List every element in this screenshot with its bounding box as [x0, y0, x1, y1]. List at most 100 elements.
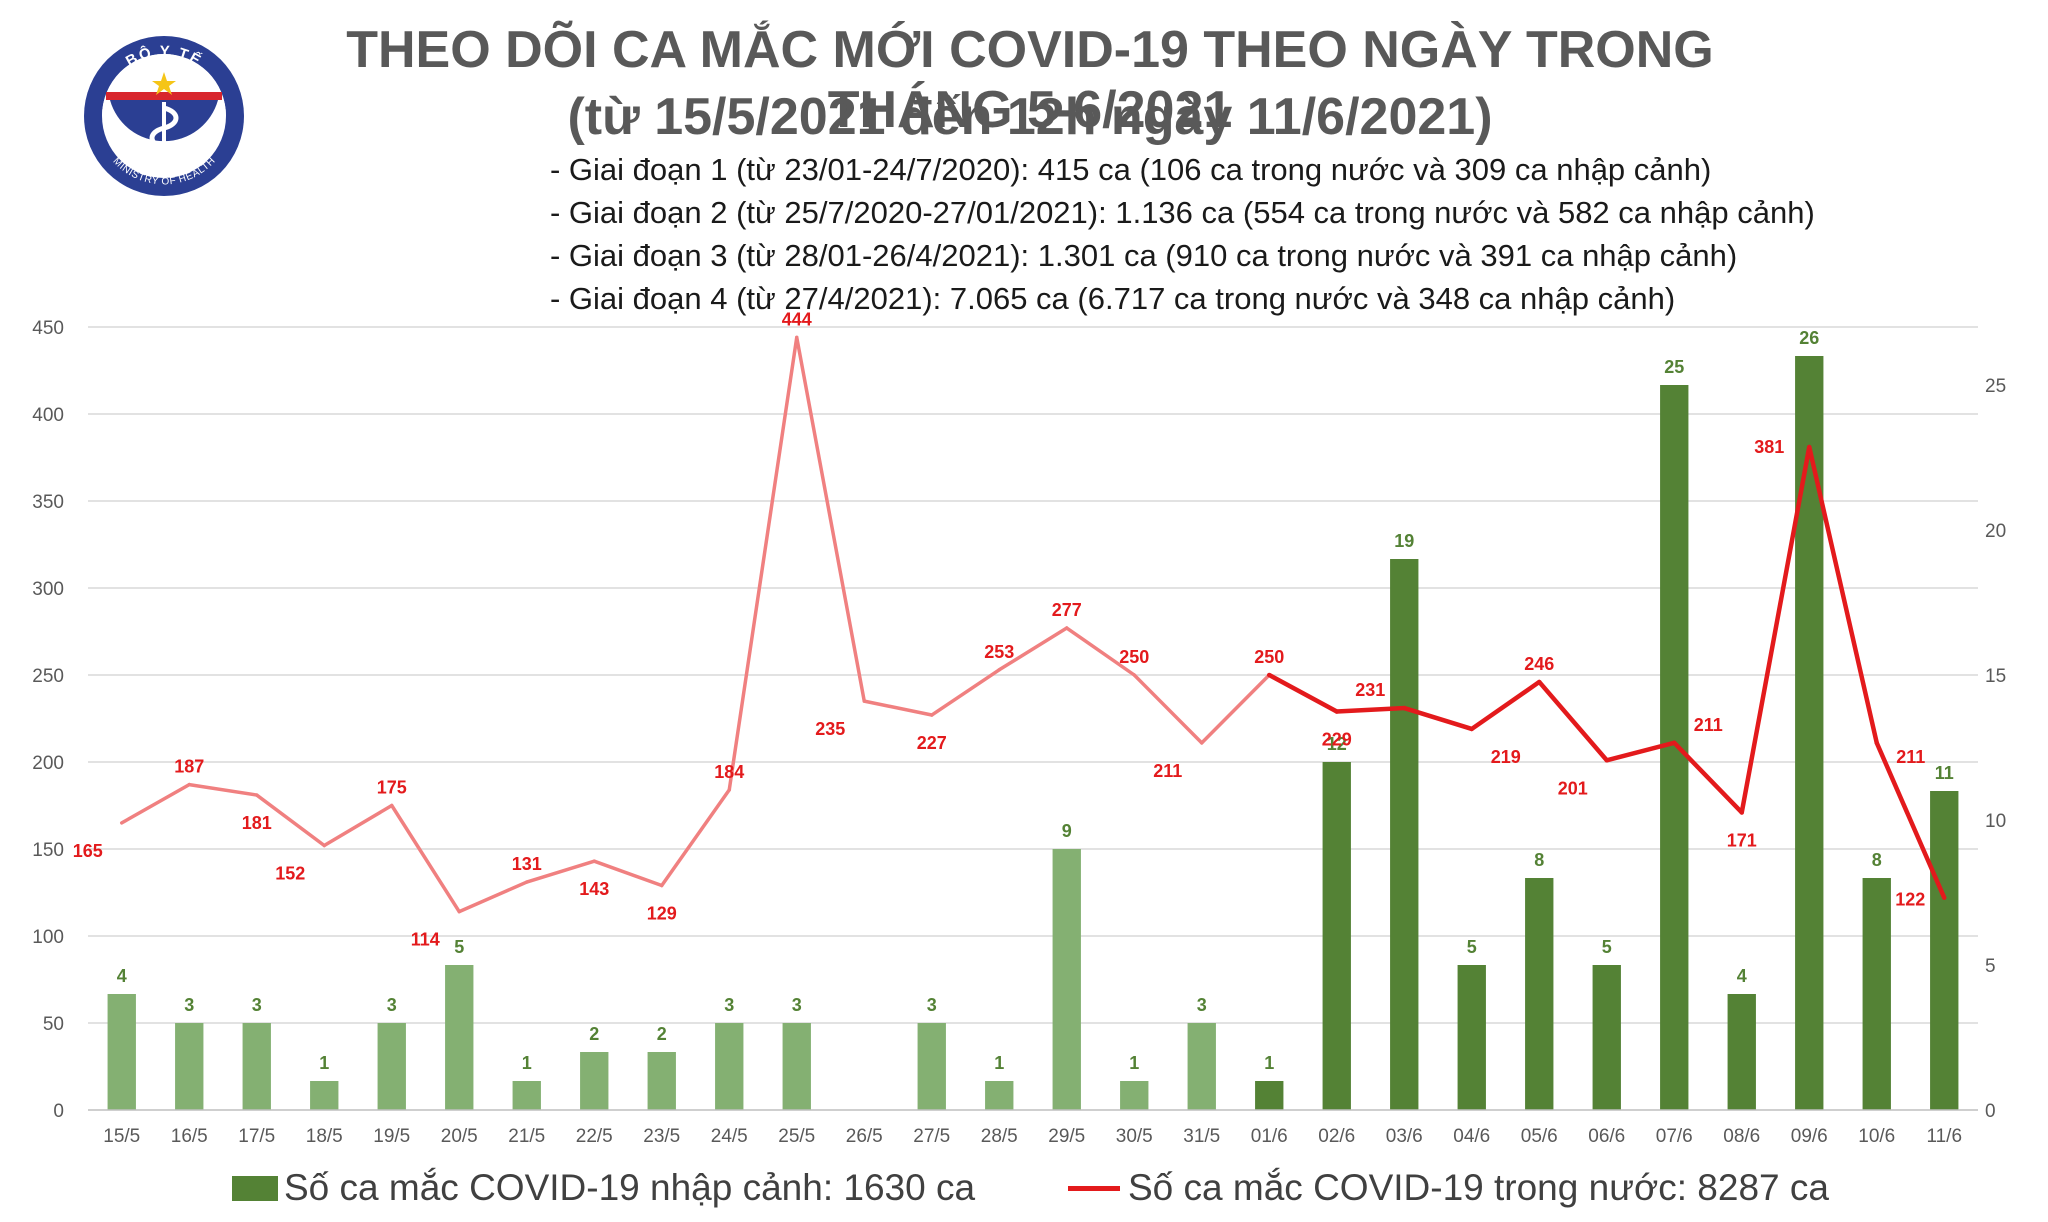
line-value-label: 187 — [174, 757, 204, 777]
line-value-label: 381 — [1754, 437, 1784, 457]
x-axis-tick-label: 23/5 — [643, 1126, 680, 1147]
line-segment — [1537, 679, 1609, 763]
x-axis-tick-label: 11/6 — [1926, 1126, 1962, 1147]
phase-summary-4: - Giai đoạn 4 (từ 27/4/2021): 7.065 ca (… — [550, 281, 1676, 316]
x-axis-tick-label: 06/6 — [1588, 1126, 1625, 1147]
line-segment — [1402, 705, 1474, 732]
line-segment — [1334, 705, 1407, 714]
line-segment — [1469, 679, 1542, 732]
bar-value-label: 12 — [1327, 734, 1347, 754]
gridlines — [88, 326, 1978, 1024]
line-segment — [660, 788, 731, 888]
bar — [1322, 762, 1351, 1110]
bar — [917, 1023, 946, 1110]
line-value-label: 122 — [1895, 890, 1925, 910]
bar-value-label: 1 — [994, 1053, 1004, 1073]
line-value-label: 250 — [1119, 647, 1149, 667]
x-axis-tick-label: 20/5 — [441, 1126, 478, 1147]
x-axis-tick-label: 25/5 — [778, 1126, 815, 1147]
line-segment — [930, 668, 1001, 717]
bar-value-label: 5 — [454, 937, 464, 957]
line-segment — [525, 859, 596, 884]
line-segment — [1604, 740, 1677, 763]
line-value-label: 152 — [275, 864, 305, 884]
bar-series — [107, 356, 1959, 1110]
bar-value-label: 3 — [1197, 995, 1207, 1015]
line-segment — [1739, 444, 1812, 815]
bar-value-label: 3 — [387, 995, 397, 1015]
right-axis-tick-label: 5 — [1985, 956, 1996, 977]
line-value-label: 227 — [917, 733, 947, 753]
line-segment — [1200, 673, 1271, 745]
line-value-label: 211 — [1153, 761, 1182, 781]
line-value-label: 229 — [1322, 730, 1352, 750]
bar — [647, 1052, 676, 1110]
bar-value-label: 8 — [1534, 850, 1544, 870]
bar-value-label: 8 — [1872, 850, 1882, 870]
line-value-label: 129 — [647, 904, 677, 924]
line-segment — [592, 859, 664, 888]
bar-value-label: 3 — [792, 995, 802, 1015]
x-axis-tick-label: 18/5 — [306, 1126, 343, 1147]
legend-domestic-cases: Số ca mắc COVID-19 trong nước: 8287 ca — [1068, 1163, 1829, 1213]
bar-value-label: 3 — [252, 995, 262, 1015]
bar-value-label: 1 — [1264, 1053, 1274, 1073]
line-value-label: 277 — [1052, 600, 1082, 620]
line-value-label: 211 — [1896, 747, 1925, 767]
x-axis-tick-label: 01/6 — [1251, 1126, 1288, 1147]
left-axis-tick-label: 100 — [32, 927, 64, 948]
line-segment — [390, 803, 461, 914]
line-value-label: 444 — [782, 309, 812, 329]
line-value-label: 181 — [242, 813, 272, 833]
line-value-label: 131 — [512, 854, 542, 874]
right-axis-tick-label: 25 — [1985, 376, 2006, 397]
x-axis-tick-label: 28/5 — [981, 1126, 1018, 1147]
right-axis-tick-label: 20 — [1985, 521, 2006, 542]
right-axis-tick-label: 10 — [1985, 811, 2006, 832]
x-axis-tick-label: 19/5 — [373, 1126, 410, 1147]
line-segment — [1267, 672, 1339, 714]
bar-value-label: 4 — [1737, 966, 1747, 986]
line-segment — [1874, 740, 1947, 900]
bar — [985, 1081, 1014, 1110]
bar — [1727, 994, 1756, 1110]
line-value-label: 211 — [1694, 715, 1723, 735]
bar-value-label: 2 — [657, 1024, 667, 1044]
line-value-label: 201 — [1558, 778, 1588, 798]
line-value-label: 253 — [984, 642, 1014, 662]
right-axis-tick-label: 0 — [1985, 1101, 1996, 1122]
x-axis-tick-label: 03/6 — [1386, 1126, 1423, 1147]
line-value-label: 171 — [1727, 830, 1757, 850]
bar-value-label: 25 — [1664, 357, 1684, 377]
legend-domestic-label: Số ca mắc COVID-19 trong nước: 8287 ca — [1128, 1167, 1829, 1208]
bar — [1255, 1081, 1284, 1110]
bar-value-label: 9 — [1062, 821, 1072, 841]
x-axis-tick-label: 31/5 — [1183, 1126, 1220, 1147]
x-axis-tick-label: 15/5 — [103, 1126, 140, 1147]
bar — [445, 965, 474, 1110]
left-axis-tick-label: 150 — [32, 840, 64, 861]
left-axis-tick-label: 50 — [43, 1014, 64, 1035]
bar-value-label: 4 — [117, 966, 127, 986]
line-value-label: 175 — [377, 778, 407, 798]
legend-bar-swatch — [232, 1175, 278, 1201]
line-value-label: 165 — [73, 841, 103, 861]
line-series — [120, 335, 1947, 914]
bar — [1592, 965, 1621, 1110]
x-axis-tick-label: 05/6 — [1521, 1126, 1558, 1147]
line-value-label: 250 — [1254, 647, 1284, 667]
line-segment — [187, 782, 259, 797]
legend-line-swatch — [1068, 1185, 1120, 1191]
line-segment — [862, 699, 934, 717]
x-axis-tick-label: 26/5 — [846, 1126, 883, 1147]
x-axis-tick-label: 30/5 — [1116, 1126, 1153, 1147]
phase-summary-3: - Giai đoạn 3 (từ 28/01-26/4/2021): 1.30… — [550, 238, 1738, 273]
bar-value-label: 1 — [522, 1053, 532, 1073]
x-axis-tick-label: 16/5 — [171, 1126, 208, 1147]
legend-imported-label: Số ca mắc COVID-19 nhập cảnh: 1630 ca — [284, 1167, 976, 1208]
line-segment — [727, 335, 799, 792]
line-segment — [1807, 444, 1879, 746]
line-segment — [457, 880, 529, 914]
